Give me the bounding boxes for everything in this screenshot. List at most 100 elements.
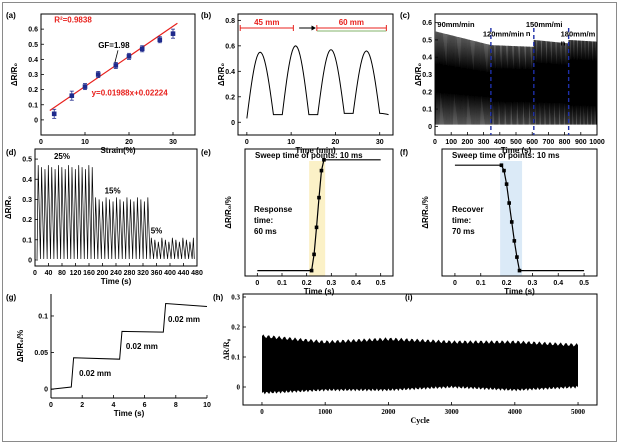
y-tick-label: 0.1 — [28, 102, 38, 109]
x-tick-label: 8 — [174, 402, 178, 409]
gf-arrow — [114, 50, 119, 63]
data-point — [504, 182, 509, 186]
data-point — [309, 268, 314, 273]
gauge-factor-label: GF=1.98 — [98, 41, 130, 50]
x-tick-label: 0 — [255, 280, 259, 287]
segment-label: 150mm/mi n — [526, 20, 563, 38]
y-tick-label: 0.5 — [28, 42, 38, 49]
label-45mm: 45 mm — [254, 18, 279, 27]
label-60mm: 60 mm — [339, 18, 364, 27]
x-axis-label: Time (s) — [101, 277, 132, 286]
x-tick-label: 0 — [39, 139, 43, 146]
y-axis-label: ΔR/R₀ — [414, 63, 423, 87]
panel-i: (i) — [405, 293, 413, 302]
x-tick-label: 0 — [245, 139, 249, 146]
data-point — [319, 168, 324, 173]
panel-f: (f) 0 0.1 0.2 0.3 0.4 0.5 Time (s) ΔR/R₀/% Sweep … — [400, 148, 598, 296]
segment-label: 5% — [151, 227, 163, 236]
x-tick-label: 440 — [178, 270, 190, 277]
x-tick-label: 0.2 — [302, 280, 312, 287]
plot-frame — [441, 148, 598, 277]
x-tick-label: 1000 — [318, 408, 333, 416]
data-point — [126, 54, 132, 59]
y-tick-label: 0.6 — [422, 20, 432, 27]
y-tick-label: 0 — [44, 387, 48, 394]
x-tick-label: 0.4 — [351, 280, 361, 287]
panel-label: (g) — [6, 293, 17, 302]
panel-label: (d) — [6, 148, 17, 157]
panel-c: (c) 0 100 200 300 400 500 600 700 800 900 1000 0 0.1 0… — [400, 11, 605, 155]
series-line — [454, 164, 585, 272]
y-axis-label: ΔR/R₀/% — [16, 330, 25, 362]
x-tick-label: 320 — [137, 270, 149, 277]
x-tick-label: 0.4 — [553, 280, 563, 287]
x-tick-label: 0 — [260, 408, 264, 416]
x-tick-label: 400 — [164, 270, 176, 277]
sweep-time-label: Sweep time of points: 10 ms — [452, 151, 560, 160]
y-tick-label: 0.5 — [422, 37, 432, 44]
y-axis-label: ΔR/R₀ — [217, 63, 226, 87]
x-tick-label: 10 — [203, 402, 211, 409]
fit-equation-label: y=0.01988x+0.02224 — [92, 89, 169, 98]
y-tick-label: 0 — [231, 120, 235, 127]
y-tick-label: 0.6 — [28, 27, 38, 34]
series-line — [36, 165, 195, 259]
step-label: 0.02 mm — [126, 342, 158, 351]
y-tick-label: 0.4 — [422, 55, 432, 62]
x-tick-label: 100 — [445, 139, 457, 146]
y-tick-label: 0.1 — [422, 107, 432, 114]
x-tick-label: 120 — [70, 270, 82, 277]
series-line — [257, 159, 381, 272]
data-point — [499, 163, 504, 168]
x-tick-label: 5000 — [571, 408, 586, 416]
x-tick-label: 0.5 — [376, 280, 386, 287]
x-tick-label: 4000 — [508, 408, 523, 416]
x-tick-label: 200 — [462, 139, 474, 146]
x-axis-label: Time (s) — [304, 287, 335, 296]
y-tick-label: 0.8 — [225, 18, 235, 25]
y-tick-label: 0.1 — [38, 313, 48, 320]
step-label: 0.02 mm — [168, 315, 200, 324]
panel-label: (f) — [400, 148, 408, 157]
y-tick-label: 0.2 — [28, 87, 38, 94]
panel-e: (e) 0 0.1 0.2 0.3 0.4 0.5 Time (s) ΔR/R₀/% Sweep … — [201, 148, 394, 296]
data-point — [517, 268, 522, 273]
x-tick-label: 500 — [510, 139, 522, 146]
data-point — [515, 255, 519, 259]
x-tick-label: 30 — [376, 139, 384, 146]
panel-label: (e) — [201, 148, 211, 157]
time-caption: Recover time: 70 ms — [452, 205, 484, 236]
time-caption: Response time: 60 ms — [254, 205, 293, 236]
x-tick-label: 30 — [169, 139, 177, 146]
data-point — [170, 31, 176, 36]
data-point — [82, 84, 88, 89]
x-tick-label: 0.5 — [579, 280, 589, 287]
sweep-time-label: Sweep time of points: 10 ms — [255, 151, 363, 160]
x-tick-label: 160 — [83, 270, 95, 277]
x-tick-label: 600 — [526, 139, 538, 146]
panel-label: (i) — [405, 293, 413, 302]
x-tick-label: 0 — [33, 270, 37, 277]
panel-b: (b) 0 10 20 30 0 0.2 0.4 0.6 0.8 Time (min) ΔR/R₀ 45… — [201, 11, 394, 155]
step-label: 0.02 mm — [79, 369, 111, 378]
y-tick-label: 0.1 — [231, 354, 240, 362]
data-point — [322, 158, 326, 162]
data-point — [314, 225, 319, 230]
x-tick-label: 400 — [494, 139, 506, 146]
y-tick-label: 0.3 — [28, 72, 38, 79]
x-tick-label: 0 — [453, 280, 457, 287]
x-tick-label: 240 — [110, 270, 122, 277]
plot-frame — [244, 148, 394, 277]
x-axis-label: Time (min) — [295, 146, 336, 155]
y-tick-label: 0.3 — [231, 294, 240, 302]
y-tick-label: 0.3 — [422, 72, 432, 79]
y-axis-label: ΔR/R₀ — [222, 338, 231, 360]
plot-frame — [242, 293, 598, 406]
x-tick-label: 300 — [478, 139, 490, 146]
x-tick-label: 3000 — [445, 408, 460, 416]
series-line — [246, 45, 389, 119]
x-tick-label: 10 — [287, 139, 295, 146]
segment-label: 15% — [105, 186, 121, 195]
x-tick-label: 10 — [81, 139, 89, 146]
panel-a: (a) 0 10 20 30 0 0.1 0.2 0.3 0.4 0.5 0.6 Strain(%) ΔR… — [6, 11, 196, 155]
